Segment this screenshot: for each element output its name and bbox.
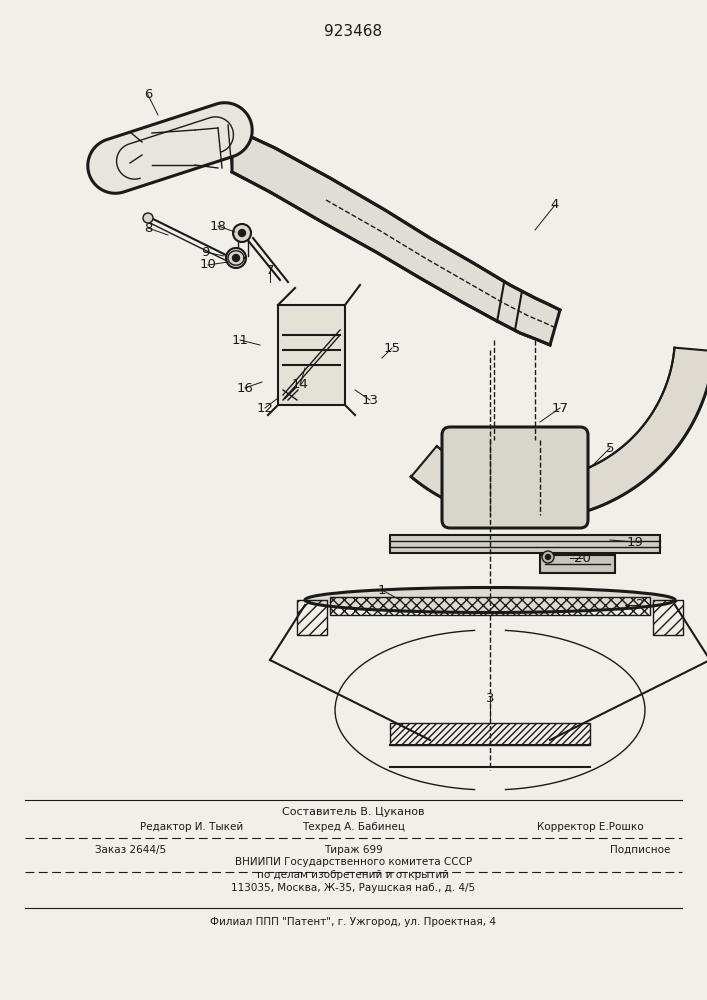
- Text: 13: 13: [361, 393, 378, 406]
- Polygon shape: [88, 103, 252, 193]
- FancyBboxPatch shape: [442, 427, 588, 528]
- Bar: [653, 600, 683, 635]
- Text: 10: 10: [199, 258, 216, 271]
- Text: 17: 17: [551, 401, 568, 414]
- Polygon shape: [540, 555, 615, 573]
- Text: 1: 1: [378, 584, 386, 596]
- Circle shape: [542, 551, 554, 563]
- Text: Тираж 699: Тираж 699: [324, 845, 383, 855]
- Text: Корректор Е.Рошко: Корректор Е.Рошко: [537, 822, 643, 832]
- Text: 16: 16: [237, 381, 253, 394]
- Text: Филиал ППП "Патент", г. Ужгород, ул. Проектная, 4: Филиал ППП "Патент", г. Ужгород, ул. Про…: [211, 917, 496, 927]
- Circle shape: [238, 230, 245, 236]
- Text: Техред А. Бабинец: Техред А. Бабинец: [302, 822, 405, 832]
- Circle shape: [233, 224, 251, 242]
- Text: ВНИИПИ Государственного комитета СССР: ВНИИПИ Государственного комитета СССР: [235, 857, 472, 867]
- Text: 15: 15: [383, 342, 400, 355]
- Bar: [330, 597, 650, 615]
- Text: Заказ 2644/5: Заказ 2644/5: [95, 845, 166, 855]
- Text: 923468: 923468: [325, 24, 382, 39]
- Text: 5: 5: [606, 442, 614, 454]
- Ellipse shape: [305, 587, 675, 612]
- Bar: [297, 600, 327, 635]
- Text: Редактор И. Тыкей: Редактор И. Тыкей: [140, 822, 243, 832]
- Circle shape: [233, 254, 240, 261]
- Text: 7: 7: [266, 263, 274, 276]
- Circle shape: [143, 213, 153, 223]
- Text: 12: 12: [257, 401, 274, 414]
- Text: Составитель В. Цуканов: Составитель В. Цуканов: [282, 807, 425, 817]
- Text: по делам изобретений и открытий: по делам изобретений и открытий: [257, 870, 450, 880]
- Text: 14: 14: [291, 378, 308, 391]
- Text: 6: 6: [144, 89, 152, 102]
- Polygon shape: [411, 348, 707, 520]
- Text: 19: 19: [626, 536, 643, 548]
- Text: Подписное: Подписное: [610, 845, 670, 855]
- Polygon shape: [232, 128, 560, 345]
- Text: 113035, Москва, Ж-35, Раушская наб., д. 4/5: 113035, Москва, Ж-35, Раушская наб., д. …: [231, 883, 476, 893]
- Circle shape: [546, 554, 551, 560]
- Bar: [390, 723, 590, 745]
- Text: 2: 2: [636, 598, 644, 611]
- Text: 8: 8: [144, 222, 152, 234]
- Text: 18: 18: [209, 220, 226, 232]
- Polygon shape: [278, 305, 345, 405]
- Text: 11: 11: [231, 334, 248, 347]
- Text: 9: 9: [201, 245, 209, 258]
- Circle shape: [226, 248, 246, 268]
- Text: 4: 4: [551, 198, 559, 212]
- Text: 20: 20: [573, 552, 590, 564]
- Text: 3: 3: [486, 692, 494, 704]
- Polygon shape: [390, 535, 660, 553]
